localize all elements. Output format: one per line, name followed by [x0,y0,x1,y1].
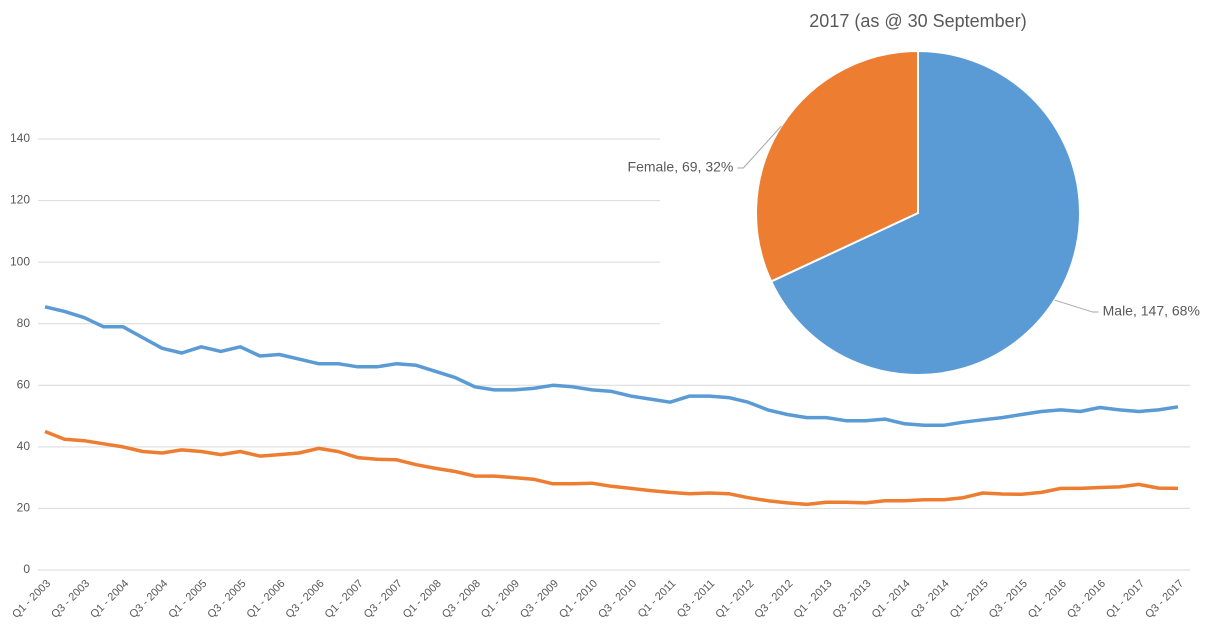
x-tick-label: Q3 - 2014 [909,578,952,621]
x-tick-label: Q1 - 2008 [401,578,444,621]
x-tick-label: Q3 - 2013 [831,578,874,621]
pie-slice [755,49,919,283]
y-tick-label: 60 [17,377,31,391]
leader-line [1054,299,1099,313]
y-tick-label: 40 [17,439,31,453]
x-tick-label: Q3 - 2017 [1143,578,1186,621]
data-label: Female, 69, 32% [628,159,734,175]
x-tick-label: Q1 - 2012 [713,578,756,621]
x-tick-label: Q3 - 2003 [49,578,92,621]
x-tick-label: Q3 - 2010 [596,578,639,621]
y-tick-label: 100 [10,254,30,268]
x-tick-label: Q1 - 2007 [323,578,366,621]
x-tick-label: Q1 - 2004 [88,578,131,621]
y-tick-label: 140 [10,131,30,145]
x-tick-label: Q3 - 2005 [205,578,248,621]
x-tick-label: Q1 - 2014 [870,578,913,621]
y-tick-label: 0 [23,562,30,576]
line-series [44,429,1179,507]
x-tick-label: Q1 - 2010 [557,578,600,621]
x-tick-label: Q1 - 2016 [1026,578,1069,621]
x-tick-label: Q1 - 2006 [245,578,288,621]
x-tick-label: Q3 - 2012 [752,578,795,621]
x-tick-label: Q1 - 2013 [791,578,834,621]
x-tick-label: Q1 - 2015 [948,578,991,621]
x-tick-label: Q1 - 2011 [636,578,679,621]
pie-slice [769,49,1081,376]
pie-title: 2017 (as @ 30 September) [809,11,1026,31]
x-tick-label: Q3 - 2004 [127,578,170,621]
x-tick-label: Q1 - 2005 [166,578,209,621]
leader-line [737,125,782,169]
x-tick-label: Q3 - 2007 [362,578,405,621]
x-tick-label: Q1 - 2017 [1104,578,1147,621]
x-tick-label: Q1 - 2009 [479,578,522,621]
data-label: Male, 147, 68% [1103,303,1200,319]
x-tick-label: Q1 - 2003 [10,578,53,621]
x-tick-label: Q3 - 2008 [440,578,483,621]
y-tick-label: 80 [17,316,31,330]
y-tick-label: 20 [17,501,31,515]
y-tick-label: 120 [10,193,30,207]
x-tick-label: Q3 - 2006 [284,578,327,621]
x-tick-label: Q3 - 2011 [675,578,718,621]
x-tick-label: Q3 - 2015 [987,578,1030,621]
line-series [44,305,1179,428]
x-tick-label: Q3 - 2016 [1065,578,1108,621]
x-tick-label: Q3 - 2009 [518,578,561,621]
